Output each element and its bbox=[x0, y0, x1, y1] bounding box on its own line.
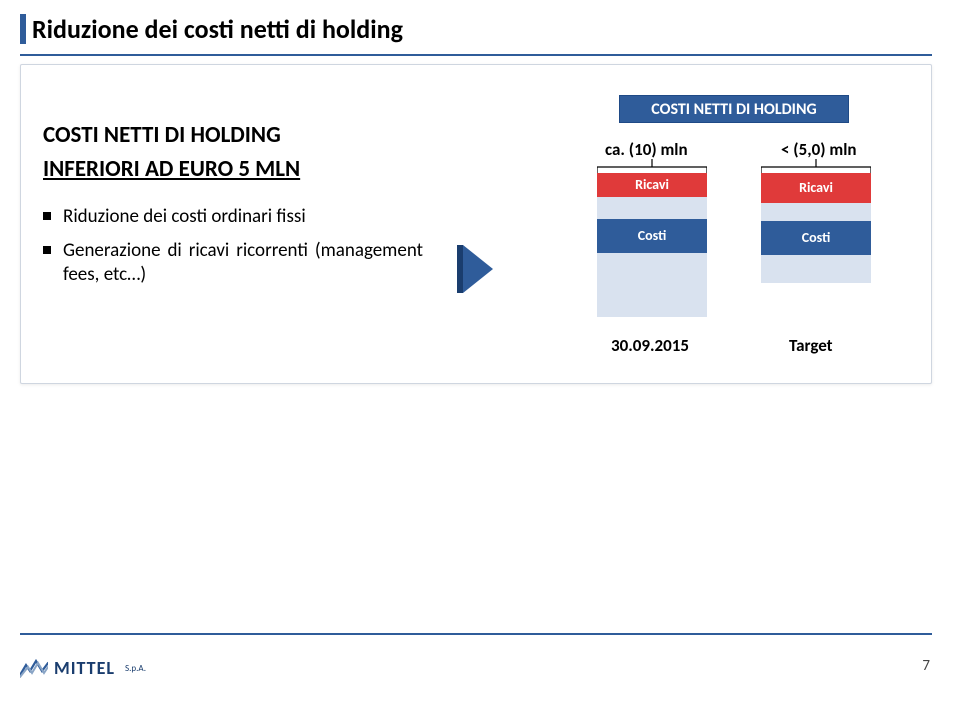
bar-background bbox=[597, 197, 707, 317]
slide: Riduzione dei costi netti di holding COS… bbox=[0, 0, 960, 701]
page-number: 7 bbox=[922, 657, 930, 675]
title-bar: Riduzione dei costi netti di holding bbox=[20, 14, 932, 56]
footer-divider bbox=[20, 633, 932, 635]
left-column: COSTI NETTI DI HOLDING INFERIORI AD EURO… bbox=[43, 121, 423, 296]
ricavi-segment: Ricavi bbox=[597, 173, 707, 197]
subheading-line-1: COSTI NETTI DI HOLDING bbox=[43, 121, 423, 149]
x-axis-label-left: 30.09.2015 bbox=[611, 335, 689, 356]
bullet-list: Riduzione dei costi ordinari fissi Gener… bbox=[43, 205, 423, 286]
ricavi-segment: Ricavi bbox=[761, 173, 871, 203]
costi-segment: Costi bbox=[597, 219, 707, 253]
logo-text: MITTEL bbox=[54, 657, 115, 679]
chart-value-left: ca. (10) mln bbox=[605, 139, 688, 160]
chart-title: COSTI NETTI DI HOLDING bbox=[619, 95, 849, 123]
costi-segment: Costi bbox=[761, 221, 871, 255]
footer-logo: MITTEL S.p.A. bbox=[20, 657, 146, 679]
x-axis-label-right: Target bbox=[789, 335, 833, 356]
page-title: Riduzione dei costi netti di holding bbox=[32, 14, 403, 44]
bullet-item: Generazione di ricavi ricorrenti (manage… bbox=[43, 239, 423, 287]
bar-chart: COSTI NETTI DI HOLDING ca. (10) mln < (5… bbox=[541, 95, 901, 365]
content-panel: COSTI NETTI DI HOLDING INFERIORI AD EURO… bbox=[20, 64, 932, 384]
subheading-line-2: INFERIORI AD EURO 5 MLN bbox=[43, 155, 423, 183]
logo-icon bbox=[20, 657, 48, 679]
bullet-item: Riduzione dei costi ordinari fissi bbox=[43, 205, 423, 229]
title-accent bbox=[20, 14, 26, 44]
chart-value-right: < (5,0) mln bbox=[781, 139, 857, 160]
logo-subtext: S.p.A. bbox=[125, 663, 146, 674]
